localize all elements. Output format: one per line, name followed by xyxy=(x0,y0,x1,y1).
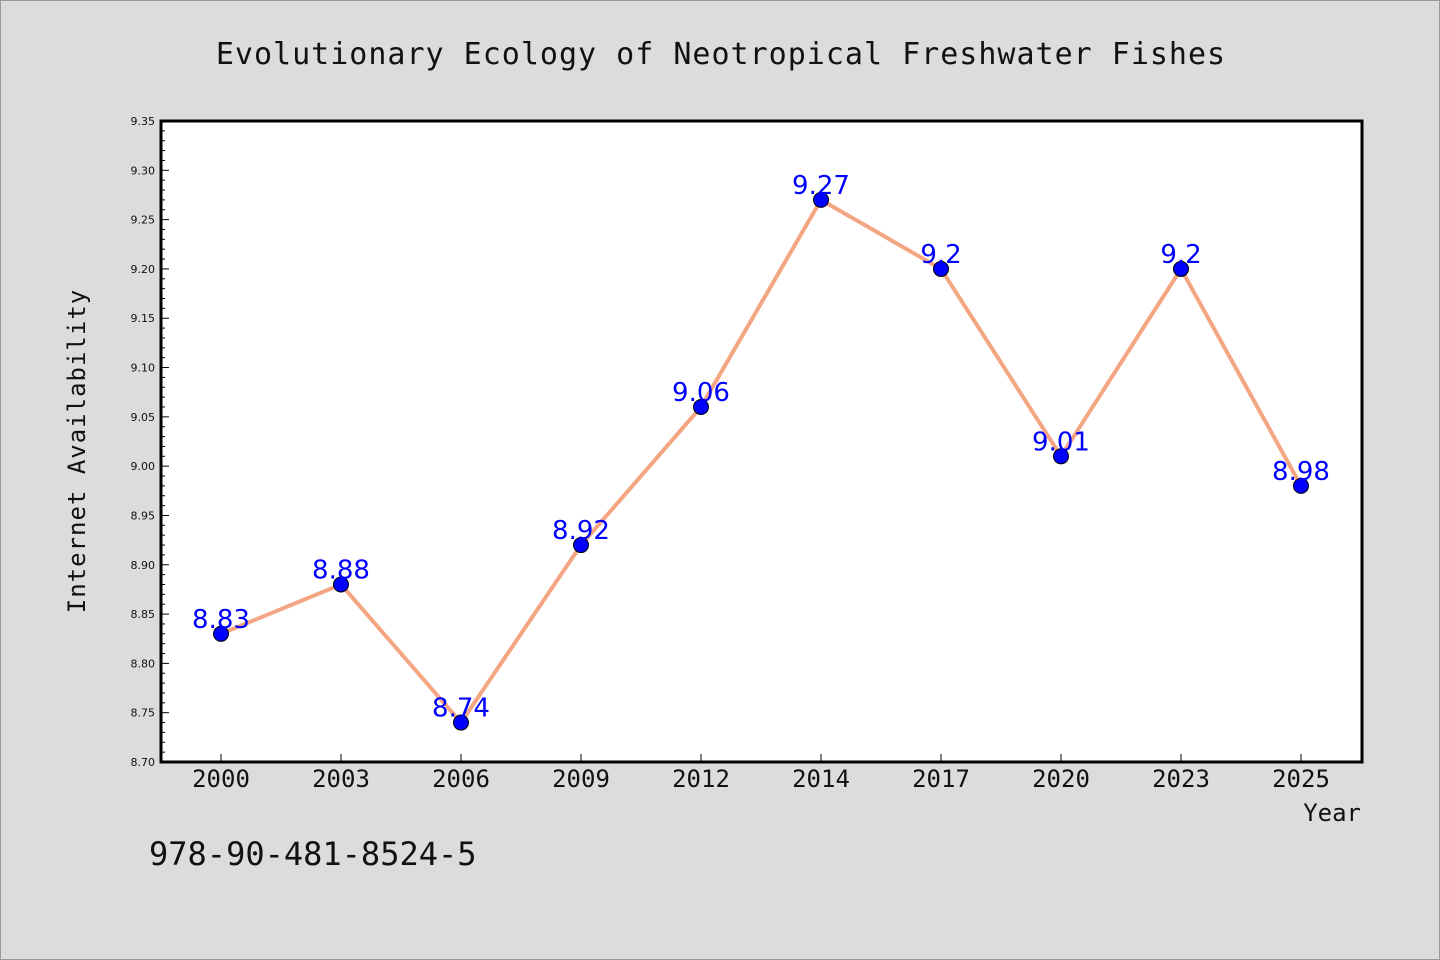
y-tick-label: 8.85 xyxy=(131,608,156,621)
y-tick-label: 9.25 xyxy=(131,214,156,227)
x-tick-label: 2020 xyxy=(1032,765,1090,793)
data-point xyxy=(333,576,349,593)
data-label: 8.88 xyxy=(312,555,370,585)
data-point xyxy=(1053,448,1069,465)
y-tick-label: 8.95 xyxy=(131,509,156,522)
x-axis: 2000 2003 2006 2009 2012 2014 2017 2020 2023 2025 xyxy=(192,754,1330,793)
x-tick-label: 2009 xyxy=(552,765,610,793)
chart-title: Evolutionary Ecology of Neotropical Fres… xyxy=(216,37,1226,72)
data-label: 9.2 xyxy=(1160,240,1201,270)
series-line xyxy=(220,197,1303,725)
x-tick-label: 2006 xyxy=(432,765,490,793)
series-markers xyxy=(213,191,1309,731)
data-label: 8.74 xyxy=(432,694,490,724)
y-tick-label: 9.35 xyxy=(131,115,156,128)
x-tick-label: 2012 xyxy=(672,765,730,793)
y-tick-label: 9.20 xyxy=(131,263,156,276)
data-label: 9.2 xyxy=(920,240,961,270)
isbn-text: 978-90-481-8524-5 xyxy=(149,835,477,873)
data-label: 8.92 xyxy=(552,516,610,546)
x-tick-label: 2017 xyxy=(912,765,970,793)
x-tick-label: 2003 xyxy=(312,765,370,793)
y-tick-label: 9.10 xyxy=(131,362,156,375)
y-tick-label: 9.15 xyxy=(131,312,156,325)
y-tick-label: 8.70 xyxy=(131,756,156,769)
data-point xyxy=(1293,477,1309,494)
y-tick-label: 8.80 xyxy=(131,657,156,670)
data-label: 8.83 xyxy=(192,605,250,635)
y-tick-label: 9.05 xyxy=(131,411,156,424)
y-axis: 8.70 8.75 8.80 8.85 8.90 8.95 9.00 9.05 9.10 9.15… xyxy=(131,115,169,769)
y-tick-label: 9.00 xyxy=(131,460,156,473)
data-point xyxy=(453,714,469,731)
data-point xyxy=(933,260,949,277)
y-tick-label: 8.90 xyxy=(131,559,156,572)
y-tick-label: 9.30 xyxy=(131,164,156,177)
data-point xyxy=(213,625,229,642)
y-tick-label: 8.75 xyxy=(131,707,156,720)
data-labels: 8.83 8.88 8.74 8.92 9.06 9.27 9.2 9.01 9.2 8.98 xyxy=(192,171,1330,724)
data-label: 8.98 xyxy=(1272,457,1330,487)
y-axis-label: Internet Availability xyxy=(63,289,91,613)
data-point xyxy=(1173,260,1189,277)
data-label: 9.27 xyxy=(792,171,850,201)
data-point xyxy=(813,191,829,208)
x-tick-label: 2014 xyxy=(792,765,850,793)
x-tick-label: 2025 xyxy=(1272,765,1330,793)
data-point xyxy=(573,537,589,554)
data-label: 9.01 xyxy=(1032,427,1090,457)
plot-area xyxy=(159,119,1364,764)
x-tick-label: 2023 xyxy=(1152,765,1210,793)
data-point xyxy=(693,398,709,415)
data-label: 9.06 xyxy=(672,378,730,408)
x-axis-label: Year xyxy=(1303,799,1361,827)
x-tick-label: 2000 xyxy=(192,765,250,793)
